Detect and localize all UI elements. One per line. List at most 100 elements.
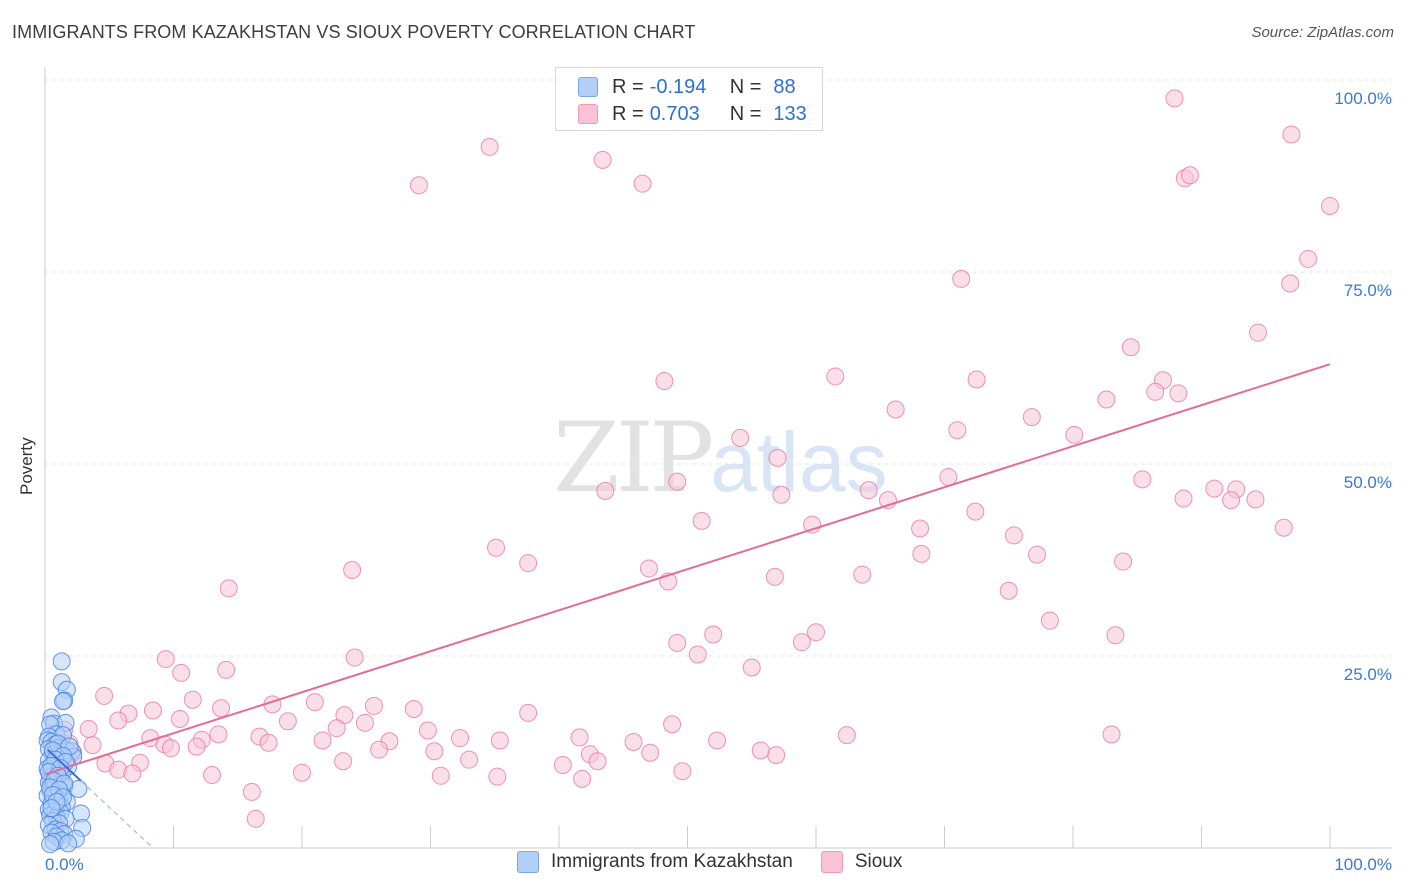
sioux-point (939, 468, 958, 487)
kazakhstan-trend-extension (80, 780, 154, 849)
sioux-point (242, 782, 261, 801)
sioux-trend-line (44, 363, 1331, 776)
sioux-point (519, 554, 538, 573)
sioux-point (1174, 489, 1193, 508)
sioux-point (704, 625, 723, 644)
sioux-point (655, 372, 674, 391)
kazakhstan-point (59, 834, 78, 853)
sioux-point (1102, 725, 1121, 744)
sioux-point (487, 538, 506, 557)
sioux-point (952, 269, 971, 288)
sioux-point (187, 737, 206, 756)
sioux-point (1133, 470, 1152, 489)
y-axis-label-wrap: Poverty (17, 437, 37, 535)
series-label-kazakhstan: Immigrants from Kazakhstan (551, 851, 793, 872)
legend-r-label: R = (612, 102, 644, 125)
sioux-point (1106, 626, 1125, 645)
sioux-point (731, 428, 750, 447)
sioux-point (143, 701, 162, 720)
x-tick-label: 0.0% (45, 855, 84, 874)
sioux-point (370, 740, 389, 759)
y-tick-label: 75.0% (1344, 281, 1392, 300)
sioux-point (641, 743, 660, 762)
watermark-zip: ZIP (553, 402, 714, 514)
sioux-point (826, 367, 845, 386)
sioux-point (1022, 408, 1041, 427)
series-legend: Immigrants from Kazakhstan Sioux (517, 851, 930, 873)
sioux-point (1222, 491, 1241, 510)
y-axis-label: Poverty (17, 437, 36, 495)
legend-r-label: R = (612, 75, 644, 98)
sioux-point (278, 712, 297, 731)
sioux-point (79, 719, 98, 738)
sioux-point (203, 766, 222, 785)
sioux-point (161, 739, 180, 758)
sioux-point (1121, 338, 1140, 357)
legend-row-kazakhstan: R = -0.194 N = 88 (578, 74, 796, 100)
sioux-point (313, 731, 332, 750)
sioux-point (767, 746, 786, 765)
ticks (44, 826, 1331, 848)
series-swatch-pink (820, 851, 843, 873)
sioux-point (305, 693, 324, 712)
sioux-point (355, 713, 374, 732)
sioux-point (751, 741, 770, 760)
sioux-point (172, 663, 191, 682)
sioux-point (1281, 274, 1300, 293)
sioux-point (1274, 518, 1293, 537)
sioux-point (765, 567, 784, 586)
sioux-point (1246, 490, 1265, 509)
legend-n-value: 88 (773, 75, 796, 98)
sioux-points (46, 89, 1339, 828)
sioux-point (886, 400, 905, 419)
sioux-point (1299, 249, 1318, 268)
sioux-point (692, 511, 711, 530)
legend-row-sioux: R = 0.703 N = 133 (578, 101, 807, 127)
sioux-point (123, 764, 142, 783)
y-tick-label: 100.0% (1334, 89, 1392, 108)
sioux-point (212, 699, 231, 718)
sioux-point (1321, 196, 1339, 215)
y-tick-label: 25.0% (1344, 665, 1392, 684)
sioux-point (742, 658, 761, 677)
kazakhstan-point (41, 835, 60, 854)
kazakhstan-point (42, 799, 61, 818)
x-tick-label: 100.0% (1334, 855, 1392, 874)
sioux-point (109, 711, 128, 730)
sioux-point (912, 544, 931, 563)
sioux-point (688, 645, 707, 664)
sioux-point (519, 703, 538, 722)
sioux-point (1205, 479, 1224, 498)
sioux-point (217, 660, 236, 679)
legend-n-label: N = (729, 75, 762, 98)
sioux-point (859, 481, 878, 500)
sioux-point (345, 648, 364, 667)
kazakhstan-points (38, 652, 92, 854)
kazakhstan-point (52, 652, 71, 671)
sioux-point (948, 421, 967, 440)
sioux-point (364, 696, 383, 715)
sioux-point (588, 752, 607, 771)
sioux-point (343, 560, 362, 579)
sioux-point (807, 623, 825, 642)
sioux-point (1040, 611, 1059, 630)
sioux-point (327, 719, 346, 738)
sioux-point (259, 733, 278, 752)
sioux-point (209, 725, 228, 744)
sioux-point (999, 581, 1018, 600)
sioux-point (480, 137, 499, 156)
sioux-point (246, 809, 265, 828)
sioux-point (673, 762, 692, 781)
legend-swatch-blue (578, 77, 598, 97)
sioux-point (570, 728, 589, 747)
sioux-point (593, 150, 612, 169)
sioux-point (624, 733, 643, 752)
kazakhstan-trend-line (46, 748, 82, 782)
sioux-point (1282, 125, 1301, 144)
kazakhstan-point (53, 692, 72, 711)
sioux-point (772, 485, 791, 504)
sioux-point (404, 699, 423, 718)
sioux-point (1146, 382, 1165, 401)
sioux-point (668, 633, 687, 652)
sioux-point (668, 472, 687, 491)
